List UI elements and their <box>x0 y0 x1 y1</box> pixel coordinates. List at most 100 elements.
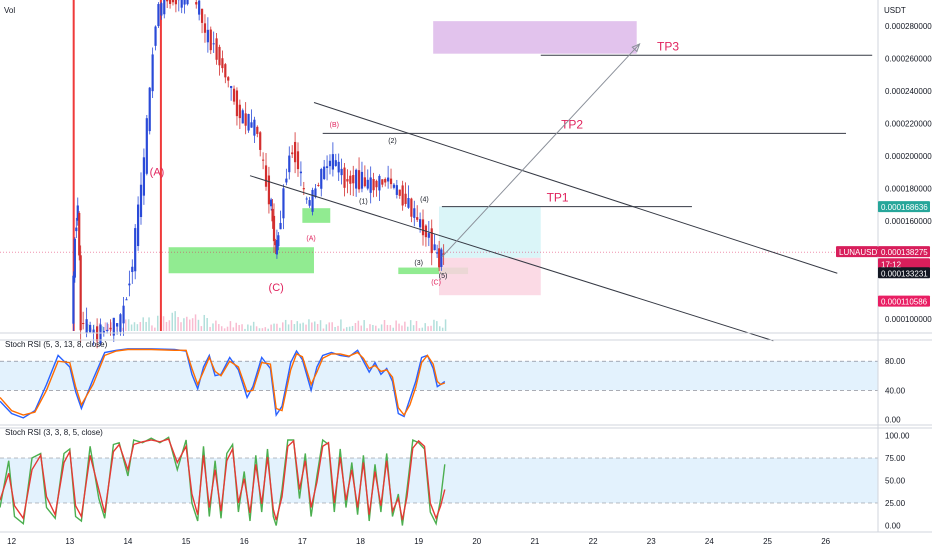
candle-body <box>134 228 137 272</box>
candle-body <box>139 184 143 218</box>
volume-bar <box>218 324 220 331</box>
price-tag <box>836 246 878 258</box>
oscillator-tick-label: 0.00 <box>885 415 901 424</box>
volume-bar <box>247 324 249 331</box>
candle-body <box>238 104 241 119</box>
volume-bar <box>308 319 310 331</box>
volume-bar <box>439 326 441 331</box>
wave-label: (B) <box>330 122 339 129</box>
volume-bar <box>194 314 197 331</box>
candle-body <box>277 235 280 247</box>
candle-body <box>250 122 253 128</box>
price-tag <box>878 246 930 258</box>
stop-zone <box>439 257 541 296</box>
stoch-rsi-pane-1[interactable] <box>0 348 878 419</box>
candle-body <box>433 244 436 251</box>
stoch-rsi-pane-2[interactable] <box>0 436 878 526</box>
candle-body <box>320 169 323 189</box>
volume-bar <box>139 321 142 331</box>
candle-body <box>128 283 131 286</box>
candle-body <box>436 252 439 254</box>
volume-bar <box>316 323 319 331</box>
main-price-pane[interactable]: TP1 TP2 TP3 (A) (C) (B) (A) (C) (1) (2) (3) (4) (5) <box>0 0 878 349</box>
candle-body <box>78 213 81 256</box>
candle-body <box>163 0 166 15</box>
candle-body <box>180 0 183 8</box>
candle-body <box>186 0 189 5</box>
candle-body <box>282 188 285 219</box>
candle-body <box>337 161 340 173</box>
candle-body <box>198 0 201 15</box>
volume-spike <box>159 0 162 331</box>
volume-bar <box>215 320 217 331</box>
candle-body <box>308 200 311 206</box>
price-tag-label: 0.000133231 <box>881 269 928 278</box>
candle-body <box>215 38 218 60</box>
volume-bar <box>284 319 287 331</box>
candle-body <box>357 170 361 190</box>
volume-bar <box>142 317 144 331</box>
price-tick-label: 0.000280000 <box>885 22 932 31</box>
volume-bar <box>229 321 232 331</box>
volume-spike <box>72 0 75 331</box>
candles <box>72 0 445 349</box>
volume-bar <box>313 321 316 331</box>
volume-bar <box>427 326 429 331</box>
candle-body <box>392 184 396 188</box>
volume-bar <box>136 324 139 331</box>
candle-body <box>79 255 82 331</box>
price-tag <box>878 258 930 270</box>
candle-body <box>381 179 384 185</box>
volume-bar <box>87 324 89 331</box>
candle-body <box>314 188 317 198</box>
candle-body <box>102 331 105 334</box>
candle-body <box>340 168 343 176</box>
candle-body <box>221 58 224 69</box>
volume-bar <box>433 319 435 331</box>
volume-bar <box>168 320 171 331</box>
volume-bar <box>311 322 313 331</box>
candle-body <box>247 114 250 131</box>
volume-bar <box>343 328 345 331</box>
price-tag-label: 17:12 <box>881 260 902 269</box>
volume-bar <box>255 326 258 331</box>
volume-bar <box>360 325 363 331</box>
candle-body <box>75 227 78 232</box>
candle-body <box>355 169 358 189</box>
candle-body <box>384 179 387 183</box>
time-tick-label: 21 <box>530 537 539 546</box>
candle-body <box>157 4 160 27</box>
candle-body <box>142 157 146 196</box>
volume-bar <box>407 326 409 331</box>
candle-body <box>419 219 422 228</box>
volume-bar <box>264 327 267 331</box>
candle-body <box>230 85 233 89</box>
candle-body <box>112 317 115 336</box>
candle-body <box>227 77 230 81</box>
volume-bar <box>154 327 156 331</box>
price-tick-label: 0.000160000 <box>885 217 932 226</box>
candle-body <box>154 26 157 46</box>
candle-body <box>305 198 308 200</box>
candle-body <box>328 160 332 167</box>
volume-bar <box>305 324 307 331</box>
time-tick-label: 20 <box>472 537 481 546</box>
volume-bar <box>130 324 133 331</box>
volume-bar <box>412 325 415 331</box>
volume-bar <box>171 312 174 331</box>
volume-bar <box>386 324 389 331</box>
candle-body <box>421 219 425 236</box>
price-tag-label: 0.000110586 <box>881 298 928 307</box>
candle-body <box>209 29 212 51</box>
candle-body <box>398 189 401 196</box>
candle-body <box>109 327 112 330</box>
oscillator-tick-label: 75.00 <box>885 454 906 463</box>
candle-body <box>270 199 273 207</box>
price-tick-label: 0.000240000 <box>885 87 932 96</box>
candle-body <box>427 233 430 238</box>
candle-body <box>99 324 102 344</box>
volume-bar <box>122 327 124 331</box>
volume-bar <box>363 320 365 331</box>
volume-bar <box>156 315 159 331</box>
